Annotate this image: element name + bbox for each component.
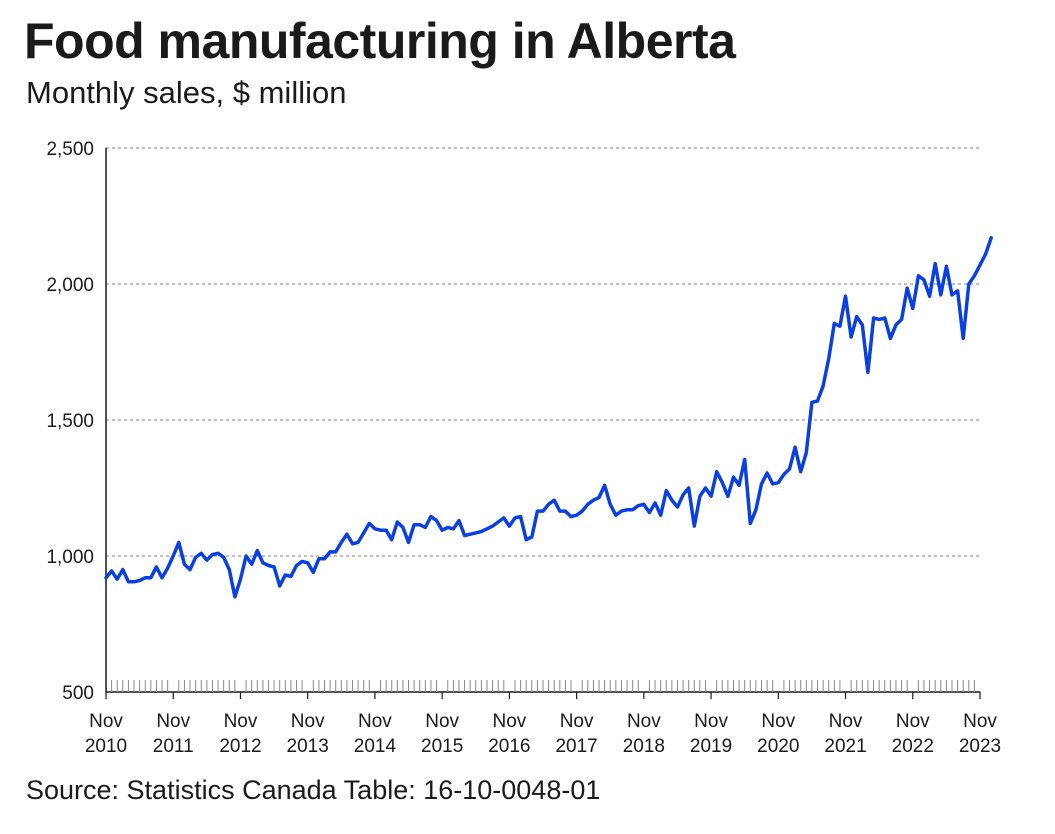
x-tick-year: 2023 bbox=[959, 736, 1001, 757]
y-tick-label: 1,000 bbox=[46, 547, 94, 568]
x-tick-month: Nov bbox=[224, 711, 258, 732]
y-tick-label: 500 bbox=[62, 683, 94, 704]
x-tick-year: 2019 bbox=[690, 736, 732, 757]
x-tick-year: 2010 bbox=[85, 736, 127, 757]
x-tick-month: Nov bbox=[694, 711, 728, 732]
x-tick-month: Nov bbox=[358, 711, 392, 732]
x-tick-month: Nov bbox=[89, 711, 123, 732]
x-tick-month: Nov bbox=[829, 711, 863, 732]
x-tick-month: Nov bbox=[492, 711, 526, 732]
series-layer bbox=[104, 236, 993, 599]
x-tick-year: 2015 bbox=[421, 736, 463, 757]
gridlines bbox=[106, 147, 980, 557]
y-tick-label: 1,500 bbox=[46, 411, 94, 432]
x-tick-year: 2011 bbox=[153, 736, 194, 757]
y-tick-label: 2,500 bbox=[46, 139, 94, 160]
x-tick-month: Nov bbox=[425, 711, 459, 732]
x-tick-year: 2013 bbox=[287, 736, 329, 757]
x-tick-year: 2022 bbox=[892, 736, 934, 757]
x-tick-month: Nov bbox=[896, 711, 930, 732]
x-tick-year: 2012 bbox=[219, 736, 261, 757]
x-tick-month: Nov bbox=[560, 711, 594, 732]
x-axis: Nov 2010 Nov 2011 Nov 2012 Nov 2013 Nov 2014 Nov 20… bbox=[85, 680, 1001, 757]
x-tick-month: Nov bbox=[761, 711, 795, 732]
y-axis: 500 1,000 1,500 2,000 2,500 bbox=[46, 139, 107, 704]
x-tick-year: 2020 bbox=[757, 736, 799, 757]
x-tick-month: Nov bbox=[156, 711, 190, 732]
x-tick-year: 2016 bbox=[488, 736, 530, 757]
x-tick-month: Nov bbox=[291, 711, 325, 732]
source-note: Source: Statistics Canada Table: 16-10-0… bbox=[26, 775, 601, 805]
x-tick-year: 2018 bbox=[623, 736, 665, 757]
x-tick-year: 2021 bbox=[824, 736, 866, 757]
chart-title: Food manufacturing in Alberta bbox=[24, 13, 736, 69]
x-tick-month: Nov bbox=[963, 711, 997, 732]
x-tick-year: 2017 bbox=[555, 736, 597, 757]
series-line-monthly-sales bbox=[104, 236, 993, 599]
y-tick-label: 2,000 bbox=[46, 275, 94, 296]
chart-subtitle: Monthly sales, $ million bbox=[26, 75, 347, 110]
x-tick-month: Nov bbox=[627, 711, 661, 732]
x-tick-year: 2014 bbox=[354, 736, 397, 757]
